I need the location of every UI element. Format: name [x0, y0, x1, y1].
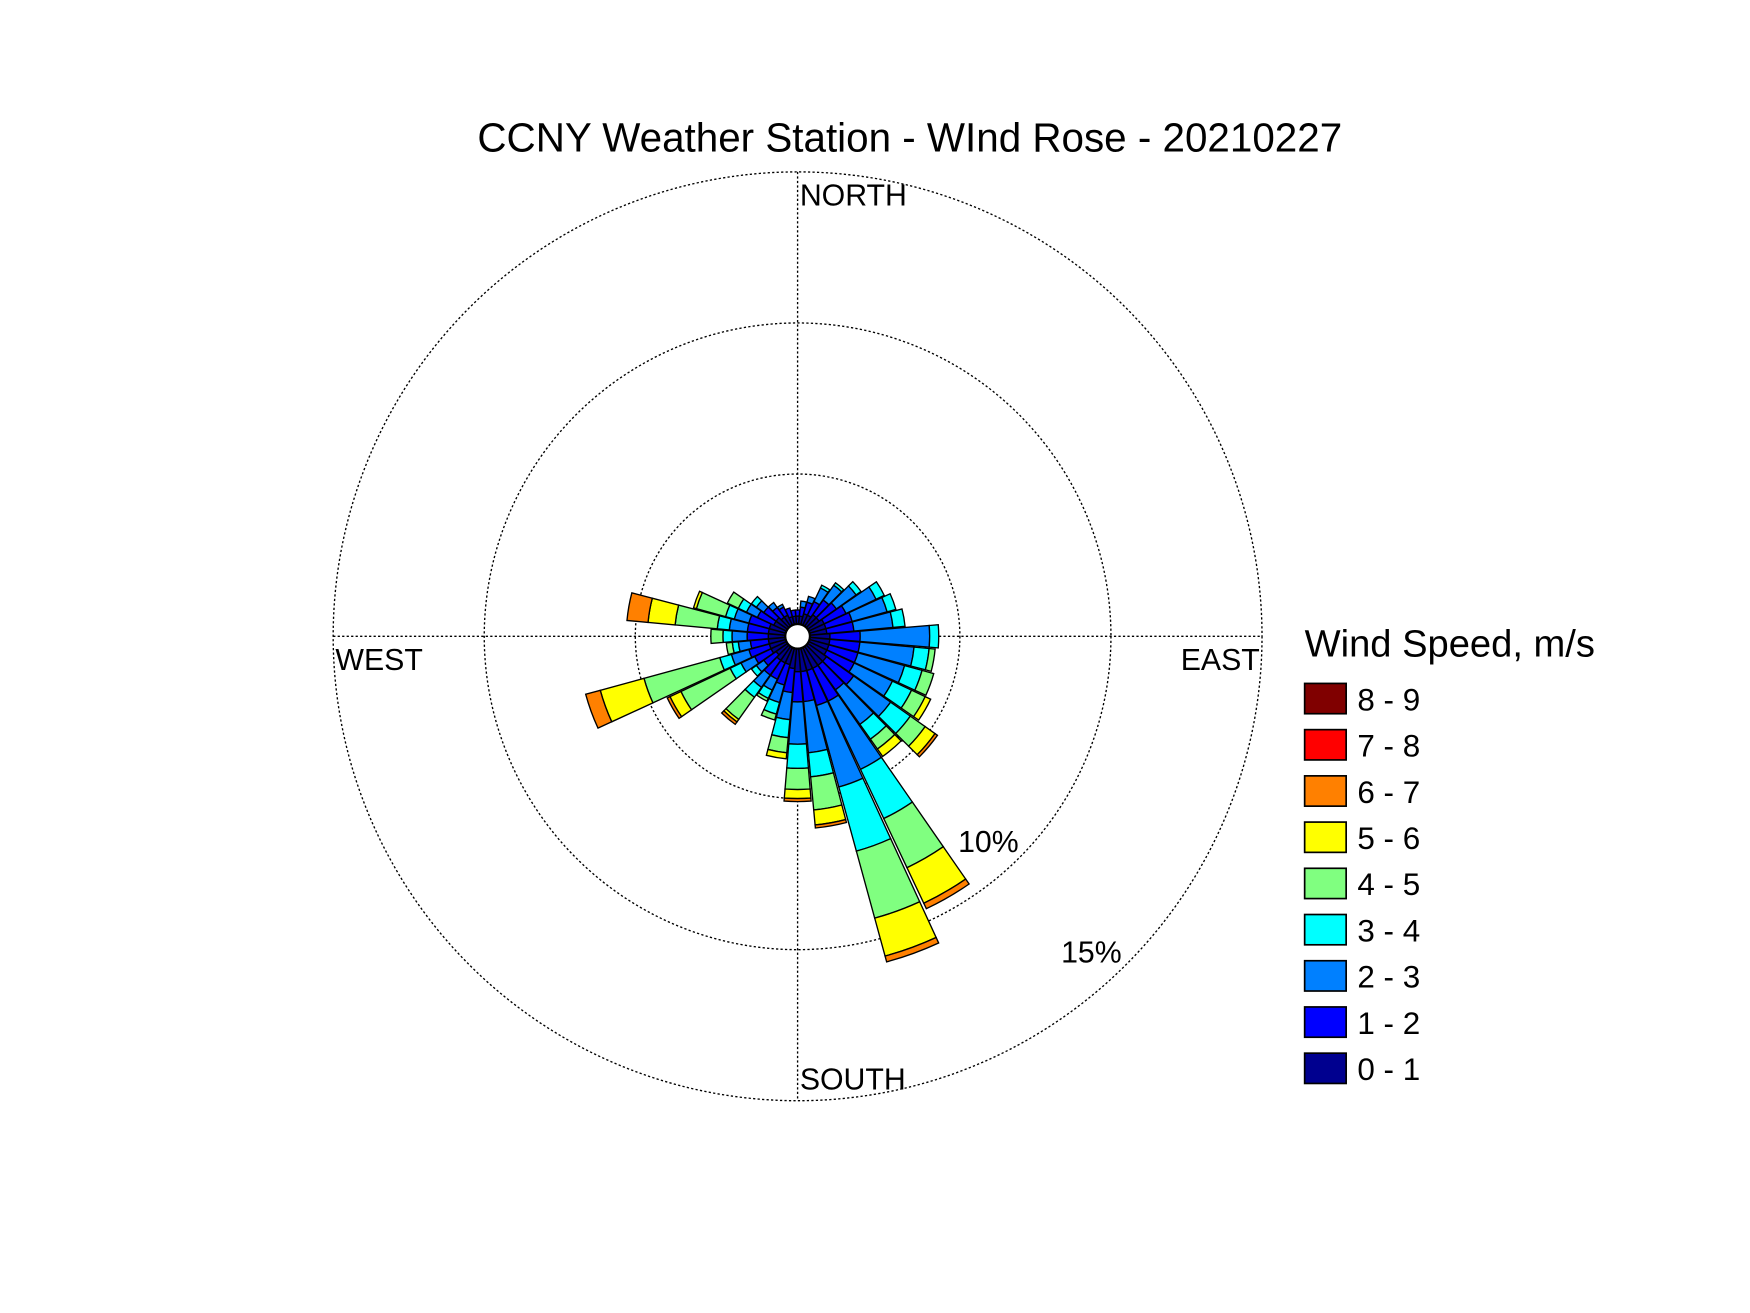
legend-label: 3 - 4	[1357, 913, 1420, 948]
direction-label: NORTH	[800, 180, 907, 213]
wind-segment	[867, 580, 886, 601]
wind-segment	[776, 603, 785, 611]
wind-segment	[584, 689, 613, 730]
legend-label: 0 - 1	[1357, 1052, 1420, 1087]
wind-segment	[814, 818, 848, 829]
wind-segment	[876, 733, 903, 758]
wind-segment	[783, 788, 812, 800]
wind-segment	[847, 580, 862, 596]
direction-label: WEST	[335, 644, 422, 677]
wind-segment	[912, 695, 932, 722]
wind-segment	[765, 748, 788, 760]
direction-label: SOUTH	[800, 1064, 906, 1097]
wind-segment	[760, 708, 778, 721]
wind-segment	[783, 797, 812, 803]
wind-segment	[924, 647, 936, 673]
center-hole	[784, 622, 812, 650]
grid-circle	[483, 322, 1112, 951]
legend-swatch	[1303, 775, 1347, 807]
wind-segment	[710, 628, 724, 645]
legend-label: 4 - 5	[1357, 867, 1420, 902]
wind-segment	[928, 624, 940, 649]
legend-label: 8 - 9	[1357, 682, 1420, 717]
legend-swatch	[1303, 821, 1347, 854]
wind-segment	[881, 592, 897, 613]
wind-segment	[922, 878, 971, 910]
wind-segment	[767, 601, 779, 613]
wind-segment	[722, 629, 733, 644]
wind-segment	[720, 709, 738, 726]
wind-segment	[626, 592, 654, 624]
legend-swatch	[1303, 959, 1347, 992]
legend-swatch	[1303, 913, 1347, 946]
wind-segment	[913, 669, 935, 697]
chart-title: CCNY Weather Station - WInd Rose - 20210…	[477, 115, 1342, 161]
direction-label: EAST	[1181, 644, 1260, 677]
wind-segment	[647, 597, 680, 626]
r-tick-label: 10%	[958, 826, 1019, 859]
wind-segment	[725, 641, 735, 656]
grid-circle	[332, 171, 1263, 1102]
r-tick-label: 15%	[1061, 937, 1122, 970]
wind-segment	[832, 581, 845, 593]
wind-segment	[884, 936, 940, 963]
wind-segment	[692, 590, 704, 610]
wind-segment	[666, 695, 683, 720]
wind-segment	[755, 691, 770, 702]
grid-circle	[634, 473, 961, 800]
legend-label: 7 - 8	[1357, 729, 1420, 764]
wind-segment	[786, 743, 810, 770]
legend-swatch	[1303, 728, 1347, 761]
wind-segment	[726, 591, 745, 610]
wind-segment	[731, 630, 748, 643]
wind-segment	[784, 767, 811, 791]
legend-title: Wind Speed, m/s	[1305, 623, 1595, 666]
legend-label: 1 - 2	[1357, 1006, 1420, 1041]
wind-segment	[750, 595, 763, 609]
wind-segment	[889, 608, 906, 629]
legend-label: 6 - 7	[1357, 775, 1420, 810]
wind-segment	[916, 732, 939, 758]
legend-label: 5 - 6	[1357, 821, 1420, 856]
legend-label: 2 - 3	[1357, 960, 1420, 995]
wind-segment	[790, 609, 797, 618]
legend-swatch	[1303, 867, 1347, 900]
legend-swatch	[1303, 1052, 1347, 1085]
legend-swatch	[1303, 1006, 1347, 1039]
legend-swatch	[1303, 682, 1347, 715]
